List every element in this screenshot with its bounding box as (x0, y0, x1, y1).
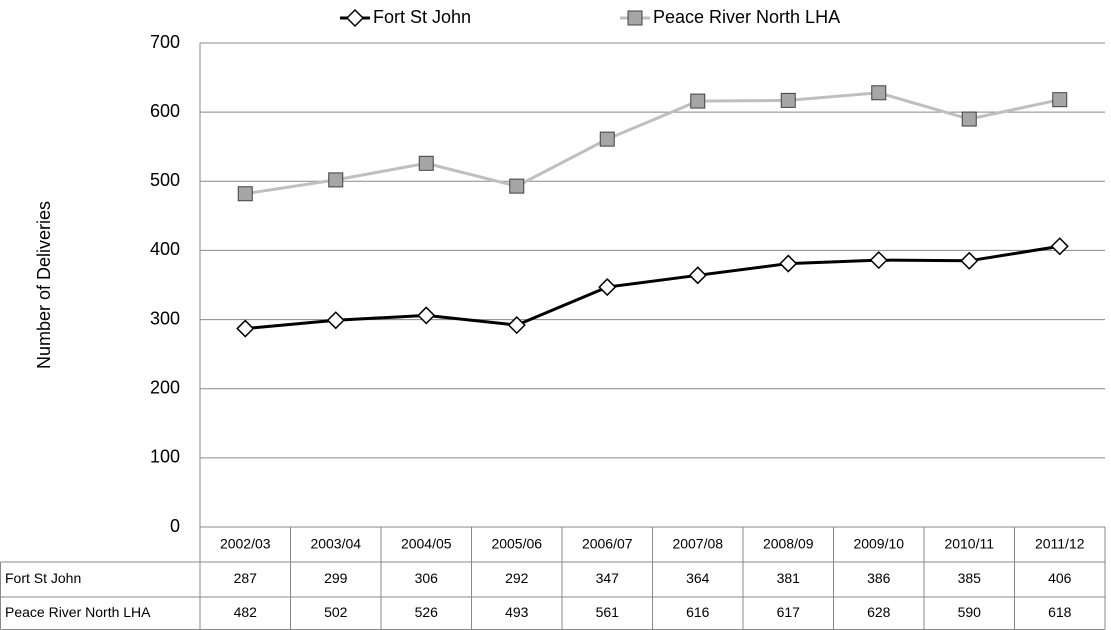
point (236, 319, 255, 338)
x-tick-label: 2010/11 (944, 536, 994, 552)
table-row-label: Peace River North LHA (5, 604, 151, 620)
y-axis-label: Number of Deliveries (34, 201, 54, 369)
table-cell: 299 (324, 570, 348, 586)
y-tick-label: 600 (150, 101, 180, 121)
x-tick-label: 2003/04 (310, 536, 361, 552)
table-cell: 287 (234, 570, 258, 586)
x-tick-label: 2002/03 (220, 536, 271, 552)
x-tick-label: 2008/09 (763, 536, 814, 552)
point (871, 85, 887, 101)
table-cell: 502 (324, 604, 348, 620)
x-tick-label: 2007/08 (672, 536, 723, 552)
point (961, 111, 977, 127)
point (418, 155, 434, 171)
table-cell: 561 (596, 604, 620, 620)
y-tick-label: 700 (150, 32, 180, 52)
table-cell: 364 (686, 570, 710, 586)
table-cell: 526 (415, 604, 439, 620)
table-cell: 406 (1048, 570, 1072, 586)
point (1052, 92, 1068, 108)
table-cell: 617 (777, 604, 801, 620)
point (237, 186, 253, 202)
y-tick-label: 200 (150, 377, 180, 397)
point (960, 251, 979, 270)
y-tick-label: 400 (150, 239, 180, 259)
table-cell: 618 (1048, 604, 1072, 620)
table-cell: 347 (596, 570, 620, 586)
table-cell: 482 (234, 604, 258, 620)
point (779, 254, 798, 273)
series-line (245, 91, 1061, 196)
point (417, 306, 436, 325)
point (599, 131, 615, 147)
y-tick-label: 300 (150, 308, 180, 328)
table-cell: 616 (686, 604, 710, 620)
series-line (245, 244, 1060, 331)
table-cell: 292 (505, 570, 529, 586)
x-tick-label: 2005/06 (491, 536, 542, 552)
point (869, 251, 888, 270)
x-tick-label: 2009/10 (853, 536, 904, 552)
y-tick-label: 100 (150, 447, 180, 467)
point (507, 316, 526, 335)
table-cell: 385 (958, 570, 982, 586)
table-row-label: Fort St John (5, 570, 81, 586)
legend-marker (627, 10, 643, 26)
legend-marker (345, 8, 365, 28)
y-tick-label: 500 (150, 170, 180, 190)
y-tick-label: 0 (170, 516, 180, 536)
point (328, 172, 344, 188)
legend-label: Fort St John (373, 7, 471, 27)
table-cell: 306 (415, 570, 439, 586)
table-cell: 381 (777, 570, 801, 586)
point (598, 278, 617, 297)
x-tick-label: 2004/05 (401, 536, 452, 552)
point (688, 266, 707, 285)
point (509, 178, 525, 194)
table-cell: 628 (867, 604, 891, 620)
point (690, 93, 706, 109)
table-cell: 493 (505, 604, 529, 620)
point (326, 311, 345, 330)
x-tick-label: 2006/07 (582, 536, 633, 552)
legend-label: Peace River North LHA (653, 7, 840, 27)
point (1050, 237, 1069, 256)
table-cell: 590 (958, 604, 982, 620)
point (780, 92, 796, 108)
table-cell: 386 (867, 570, 891, 586)
x-tick-label: 2011/12 (1035, 536, 1085, 552)
